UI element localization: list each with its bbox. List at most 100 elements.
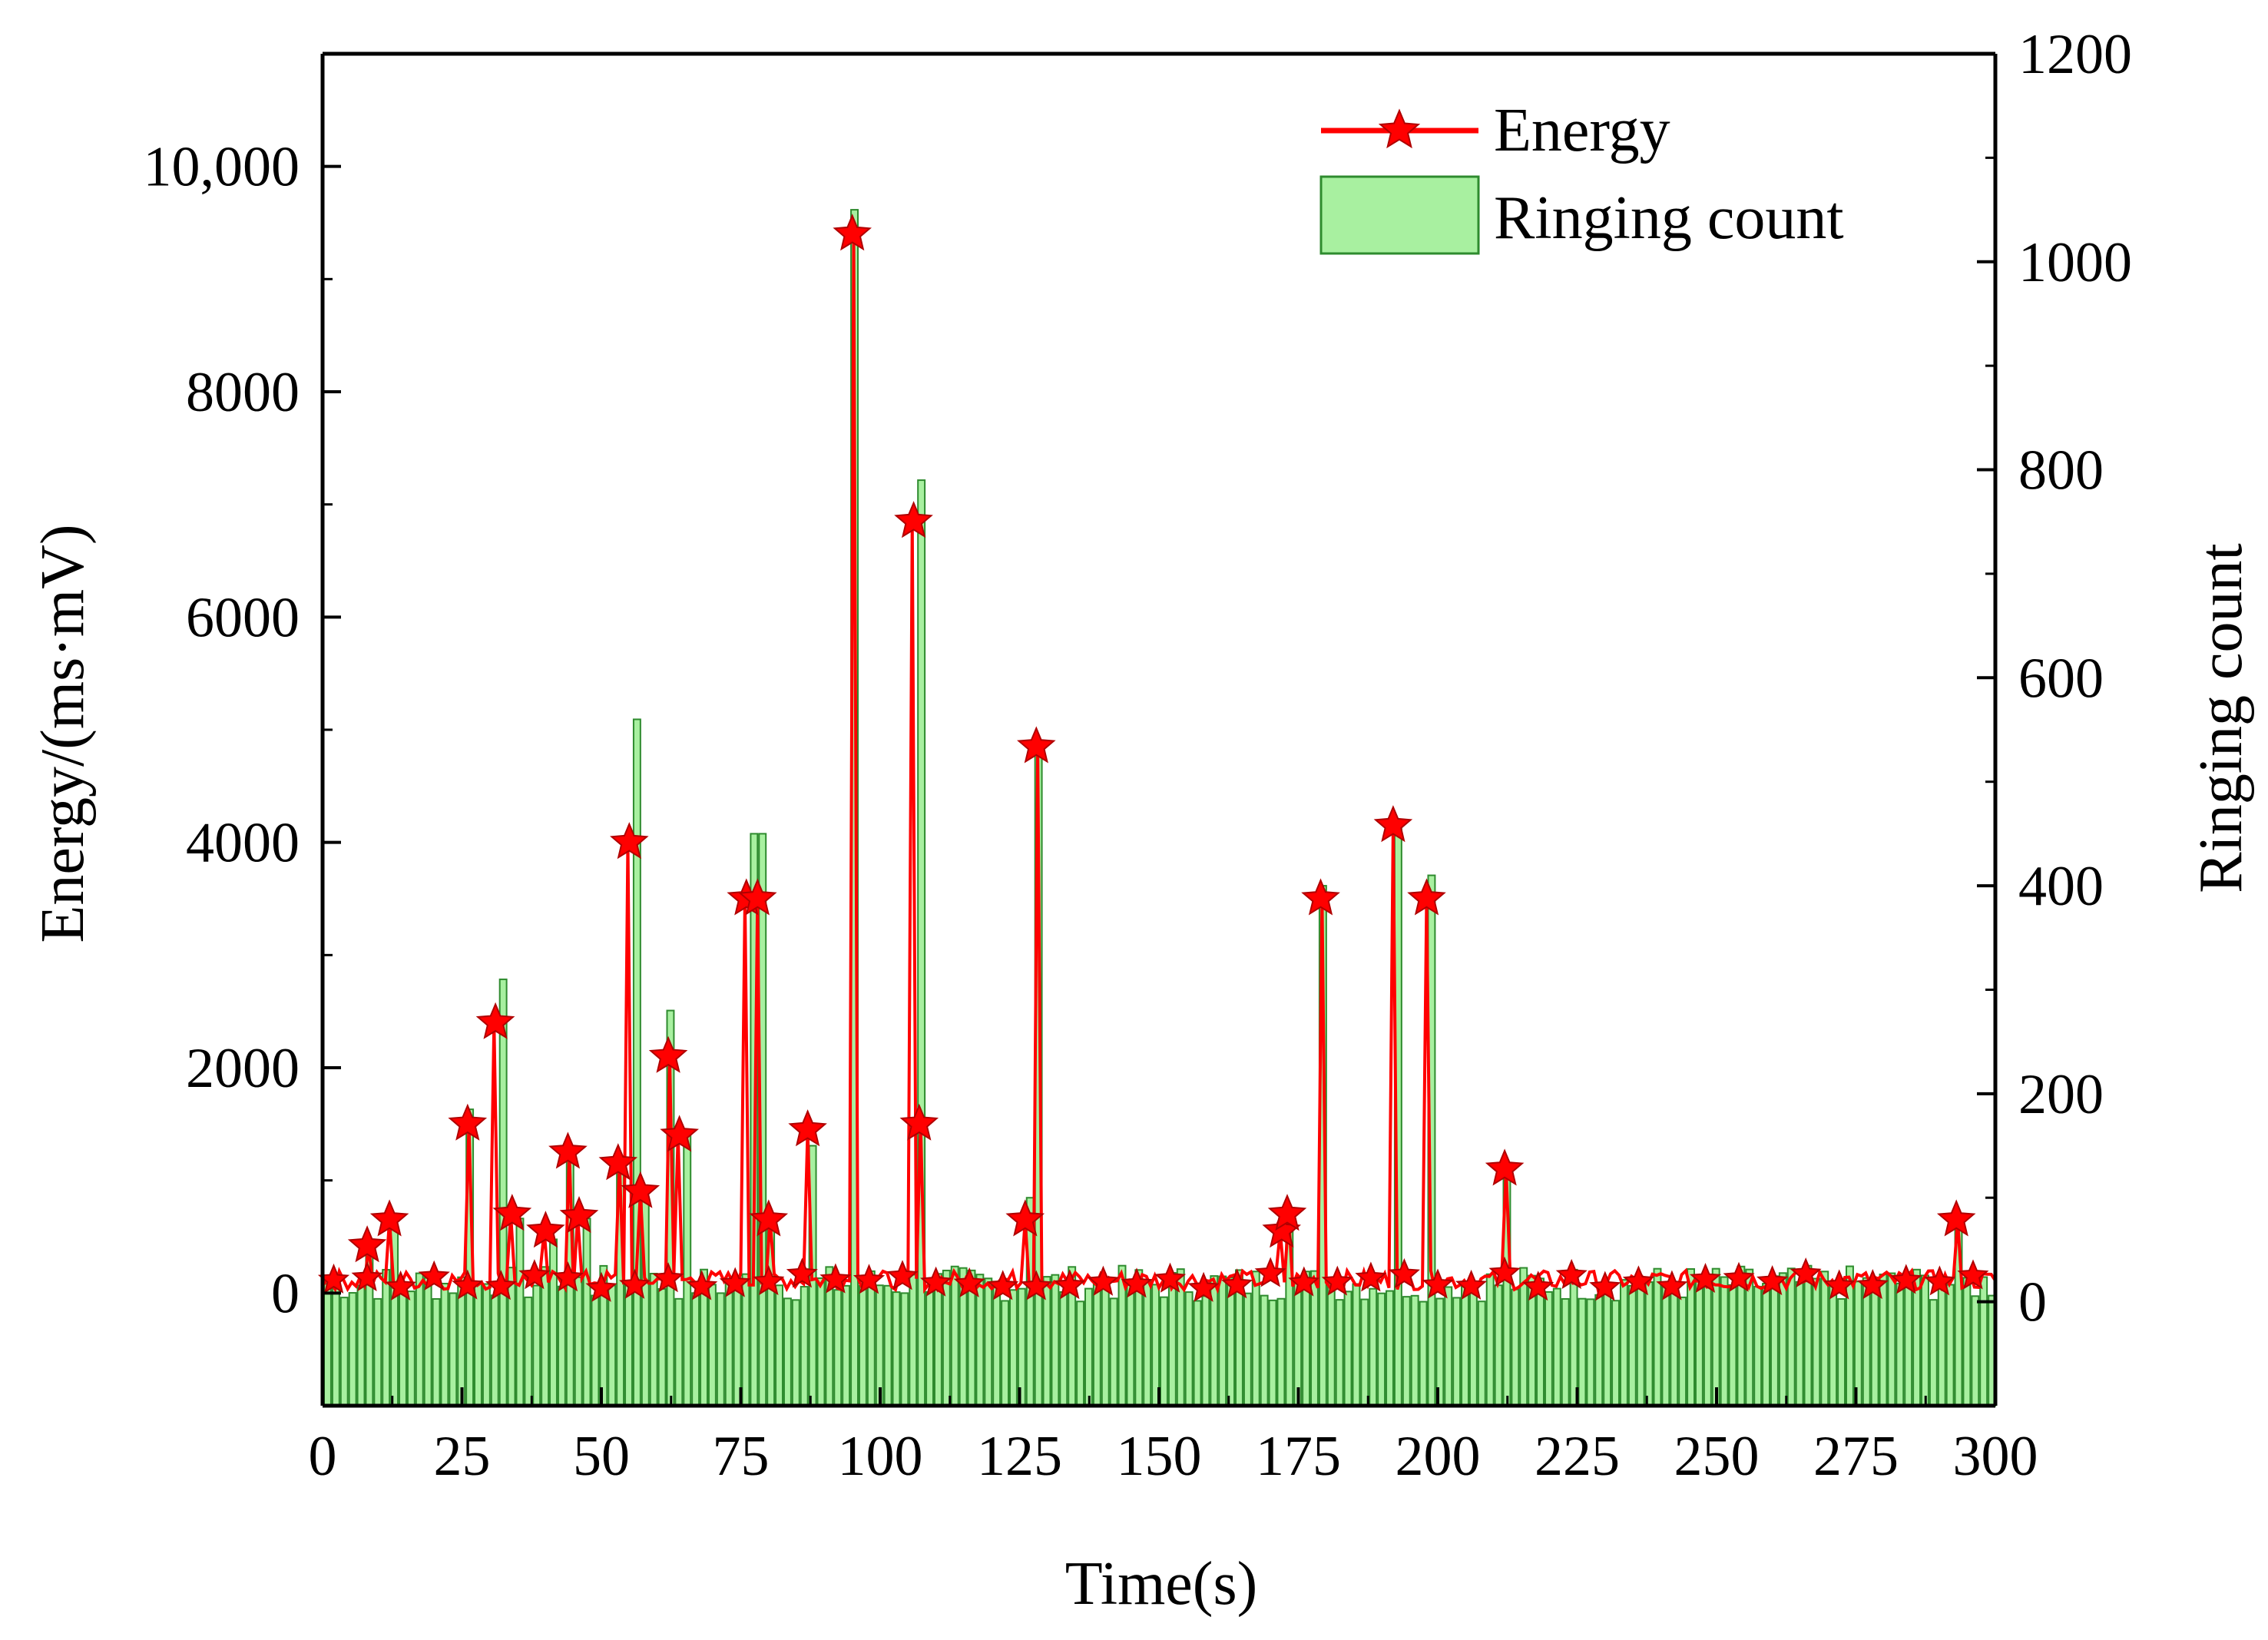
ringing-bar	[883, 1284, 892, 1407]
x-tick-label: 75	[713, 1425, 770, 1488]
energy-point-star	[1087, 1265, 1119, 1296]
ringing-bar	[1661, 1281, 1670, 1406]
energy-point-star	[385, 1270, 417, 1301]
x-tick-label: 50	[573, 1425, 630, 1488]
ringing-bar	[1803, 1264, 1813, 1407]
y-left-tick-label: 6000	[186, 586, 300, 649]
ringing-bar	[1084, 1287, 1093, 1406]
ringing-bar	[1059, 1290, 1068, 1406]
ringing-bar	[382, 1268, 391, 1407]
ringing-bar	[1160, 1296, 1168, 1406]
energy-peak-star	[1485, 1148, 1525, 1186]
y-right-tick-label: 200	[2018, 1063, 2104, 1126]
energy-point-star	[719, 1267, 751, 1297]
ringing-bar	[674, 1297, 684, 1407]
ringing-bar	[816, 1277, 826, 1406]
ringing-bar	[1920, 1274, 1929, 1407]
ringing-bar	[515, 1218, 525, 1407]
ringing-bar	[1904, 1284, 1913, 1407]
ringing-bar	[1569, 1268, 1578, 1406]
energy-peak-star	[1005, 1199, 1045, 1237]
tick-labels: 0 25 50 75 100 125 150 175 200 225 250 275 300020004…	[144, 23, 2133, 1488]
energy-point-star	[753, 1264, 785, 1296]
ringing-bar	[1937, 1287, 1946, 1406]
ringing-bar	[1126, 1284, 1135, 1406]
ringing-bar	[833, 1289, 843, 1406]
ringing-bar	[1377, 1292, 1386, 1407]
energy-peak-star	[788, 1109, 827, 1147]
ringing-bar	[524, 1296, 533, 1406]
y-axis-left-title: Energy/(ms·mV)	[29, 524, 97, 943]
ringing-bar	[1092, 1279, 1101, 1407]
ringing-bar	[649, 1272, 658, 1406]
energy-point-star	[920, 1266, 952, 1297]
energy-peak-star	[660, 1115, 699, 1152]
energy-point-star	[1622, 1265, 1654, 1296]
ringing-bar	[925, 1290, 935, 1407]
ringing-bar	[1143, 1279, 1152, 1407]
ringing-bar	[1167, 1272, 1177, 1407]
ringing-bar	[1326, 1283, 1336, 1407]
ringing-bar	[1260, 1294, 1269, 1407]
ringing-bar	[1627, 1284, 1637, 1407]
ringing-bar	[950, 1265, 959, 1406]
legend-energy-label: Energy	[1494, 97, 1670, 164]
ringing-bar	[1770, 1275, 1779, 1406]
energy-point-star	[1723, 1261, 1755, 1292]
energy-peak-star	[610, 822, 649, 860]
y-right-tick-label: 600	[2018, 647, 2104, 710]
energy-point-star	[452, 1269, 484, 1300]
ringing-bar	[1468, 1285, 1478, 1407]
ringing-bar	[1636, 1287, 1645, 1406]
ringing-bar	[1419, 1300, 1428, 1406]
energy-point-star	[1154, 1262, 1187, 1293]
ringing-bar	[1786, 1267, 1796, 1406]
ringing-bar	[1887, 1272, 1896, 1406]
ringing-bar	[1603, 1290, 1612, 1406]
ringing-bar	[1386, 1290, 1394, 1406]
energy-peak-star	[648, 1035, 688, 1073]
energy-point-star	[1522, 1271, 1554, 1301]
energy-peak-star	[448, 1103, 488, 1141]
energy-point-star	[1488, 1256, 1521, 1287]
energy-point-star	[1020, 1270, 1052, 1300]
energy-peak-star	[894, 501, 933, 538]
energy-peak-star	[1407, 878, 1446, 916]
ringing-bar	[399, 1286, 407, 1407]
energy-line	[321, 234, 1997, 1294]
ringing-bar	[984, 1277, 993, 1407]
energy-point-star	[886, 1260, 919, 1290]
y-right-tick-label: 0	[2018, 1271, 2047, 1334]
ringing-bar	[1519, 1267, 1528, 1406]
ringing-bar	[791, 1299, 800, 1406]
ringing-bar	[474, 1281, 482, 1406]
ringing-bar	[1720, 1276, 1729, 1406]
ringing-bar	[449, 1292, 458, 1407]
ringing-bar	[490, 1294, 499, 1407]
energy-point-star	[1221, 1268, 1253, 1299]
x-tick-label: 225	[1535, 1425, 1620, 1488]
ringing-bar	[1795, 1281, 1804, 1406]
axes	[320, 51, 1998, 1408]
ringing-bar	[1001, 1300, 1010, 1406]
ringing-bar	[498, 978, 508, 1406]
energy-point-star	[819, 1263, 852, 1294]
energy-peak-star	[1936, 1199, 1976, 1237]
ringing-bar	[1586, 1298, 1595, 1406]
ringing-bar	[1979, 1276, 1988, 1406]
ringing-bar	[691, 1292, 700, 1407]
energy-point-star	[1689, 1262, 1722, 1294]
ringing-bar	[1276, 1297, 1286, 1406]
energy-peak-star	[749, 1199, 789, 1237]
ringing-bar	[1369, 1287, 1378, 1407]
energy-peak-star	[621, 1171, 661, 1208]
ringing-bar	[724, 1279, 733, 1407]
energy-point-star	[1054, 1269, 1086, 1300]
ringing-bar	[1728, 1284, 1737, 1407]
x-tick-label: 175	[1256, 1425, 1341, 1488]
ringing-bar	[415, 1272, 424, 1406]
ringing-bar	[632, 718, 641, 1406]
ringing-bar	[1402, 1296, 1411, 1406]
ringing-bar	[1444, 1286, 1453, 1407]
ringing-bar	[858, 1284, 867, 1407]
